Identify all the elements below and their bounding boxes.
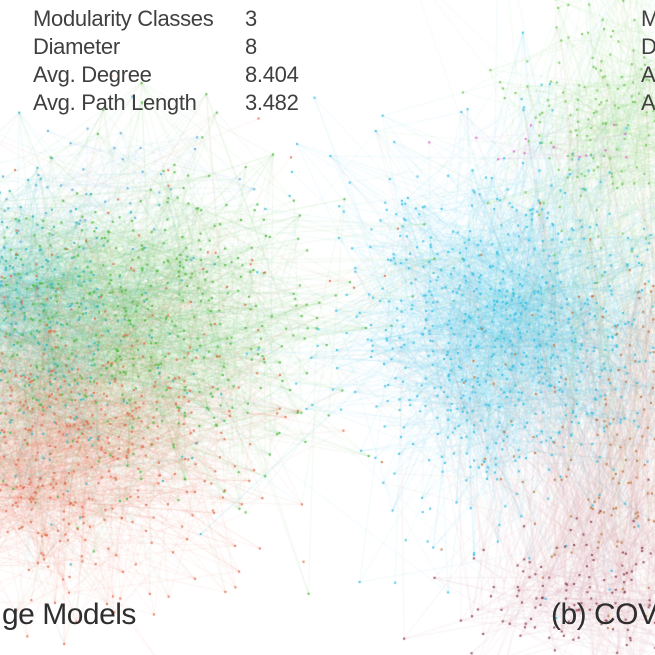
stat-label-clipped: A: [641, 62, 655, 87]
stat-row-clipped: D: [641, 33, 655, 61]
stat-row-modularity: Modularity Classes 3: [33, 5, 299, 33]
stat-row-diameter: Diameter 8: [33, 33, 299, 61]
stat-label-clipped: A: [641, 90, 655, 115]
stat-label: Avg. Path Length: [33, 90, 197, 115]
stat-row-avg-degree: Avg. Degree 8.404: [33, 61, 299, 89]
stat-row-clipped: A: [641, 89, 655, 117]
subfigure-caption-right: (b) COV: [551, 598, 655, 631]
stat-value: 8: [245, 34, 257, 59]
stat-label-clipped: D: [641, 34, 655, 59]
stat-label: Diameter: [33, 34, 120, 59]
stat-value: 8.404: [245, 62, 299, 87]
stat-label: Avg. Degree: [33, 62, 152, 87]
subfigure-caption-left: ge Models: [2, 598, 136, 631]
stats-table-left: Modularity Classes 3 Diameter 8 Avg. Deg…: [33, 5, 299, 117]
stat-row-avg-path-length: Avg. Path Length 3.482: [33, 89, 299, 117]
stat-row-clipped: M: [641, 5, 655, 33]
stat-row-clipped: A: [641, 61, 655, 89]
stat-value: 3.482: [245, 90, 299, 115]
stat-value: 3: [245, 6, 257, 31]
stat-label-clipped: M: [641, 6, 655, 31]
stats-table-right-clipped: M D A A: [641, 5, 655, 117]
stat-label: Modularity Classes: [33, 6, 214, 31]
